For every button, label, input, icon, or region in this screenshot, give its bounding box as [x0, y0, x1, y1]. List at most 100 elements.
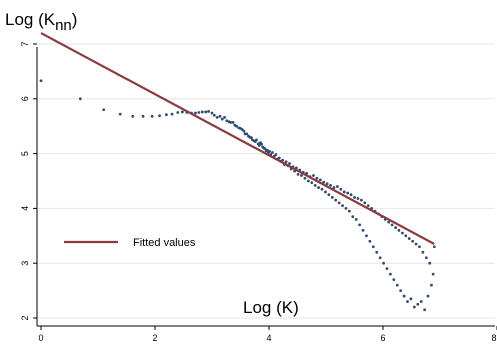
data-point	[322, 180, 326, 184]
data-point	[411, 239, 415, 243]
data-point	[200, 110, 204, 114]
data-point	[399, 289, 403, 292]
data-point	[310, 181, 314, 185]
data-point	[180, 110, 184, 114]
data-point	[255, 138, 258, 142]
data-point	[220, 117, 224, 121]
data-point	[397, 228, 401, 232]
data-point	[318, 178, 322, 182]
data-point	[325, 182, 329, 186]
data-point	[351, 215, 355, 219]
data-point	[387, 220, 391, 224]
data-point	[409, 297, 413, 301]
data-point	[207, 110, 210, 113]
data-point	[260, 142, 263, 146]
data-point	[176, 111, 180, 114]
y-tick-label: 7	[20, 41, 30, 46]
data-point	[421, 250, 425, 254]
y-tick-label: 4	[20, 206, 30, 211]
y-axis-title-close: )	[72, 10, 78, 29]
scatter-points	[39, 79, 436, 312]
y-tick-label: 2	[20, 315, 30, 320]
data-point	[402, 294, 406, 298]
data-point	[271, 151, 274, 154]
grid-lines	[38, 43, 495, 319]
data-point	[363, 201, 367, 205]
data-point	[296, 173, 300, 176]
data-point	[312, 174, 315, 177]
data-point	[426, 294, 430, 298]
data-point	[78, 97, 82, 101]
data-point	[418, 245, 421, 249]
data-point	[284, 160, 288, 164]
data-point	[389, 272, 392, 276]
x-tick-label: 4	[266, 333, 271, 343]
data-point	[412, 305, 416, 309]
data-point	[141, 114, 145, 118]
data-point	[361, 228, 365, 232]
data-point	[327, 193, 331, 197]
data-point	[131, 114, 135, 118]
data-point	[204, 110, 208, 114]
y-axis-ticks: 2 3 4 5 6 7	[20, 41, 37, 321]
data-point	[337, 201, 341, 205]
data-point	[242, 129, 246, 133]
data-point	[378, 256, 382, 260]
y-axis-title: Log (Knn)	[5, 10, 77, 34]
data-point	[349, 193, 353, 197]
data-point	[334, 198, 338, 202]
data-point	[356, 197, 360, 200]
data-point	[406, 300, 409, 303]
data-point	[390, 223, 394, 227]
x-tick-label: 2	[152, 333, 157, 343]
data-point	[365, 234, 368, 238]
data-point	[197, 111, 201, 114]
data-point	[424, 256, 428, 260]
data-point	[39, 79, 43, 83]
y-tick-label: 3	[20, 261, 30, 266]
data-point	[330, 196, 334, 199]
data-point	[394, 226, 397, 229]
data-point	[313, 183, 317, 187]
data-point	[306, 179, 310, 183]
data-point	[404, 234, 408, 238]
data-point	[210, 111, 214, 115]
data-point	[329, 183, 332, 187]
data-point	[212, 113, 216, 117]
data-point	[342, 190, 346, 194]
data-point	[419, 300, 423, 303]
x-axis-title: Log (K)	[243, 298, 299, 317]
data-point	[366, 204, 370, 208]
data-point	[194, 111, 197, 115]
data-point	[274, 153, 278, 157]
data-point	[288, 162, 291, 165]
data-point	[432, 245, 436, 249]
data-point	[268, 150, 271, 153]
data-point	[407, 237, 411, 240]
data-point	[303, 176, 307, 180]
y-tick-label: 6	[20, 96, 30, 101]
y-tick-label: 5	[20, 151, 30, 156]
data-point	[368, 239, 372, 243]
y-axis-title-subscript: nn	[55, 17, 72, 34]
data-point	[347, 209, 351, 213]
data-point	[320, 187, 324, 191]
data-point	[371, 245, 375, 249]
data-point	[281, 158, 285, 162]
data-point	[344, 207, 348, 210]
data-point	[354, 217, 358, 221]
data-point	[416, 302, 420, 306]
legend-label: Fitted values	[133, 237, 196, 249]
data-point	[223, 116, 226, 119]
data-point	[118, 112, 122, 116]
x-tick-label: 6	[380, 333, 385, 343]
data-point	[339, 187, 343, 191]
data-point	[430, 283, 433, 287]
data-point	[431, 272, 435, 276]
data-point	[332, 186, 336, 189]
data-point	[423, 308, 427, 312]
x-axis-ticks: 0 2 4 6 8	[38, 326, 497, 343]
data-point	[158, 114, 161, 118]
data-point	[336, 185, 339, 188]
data-point	[358, 223, 362, 227]
